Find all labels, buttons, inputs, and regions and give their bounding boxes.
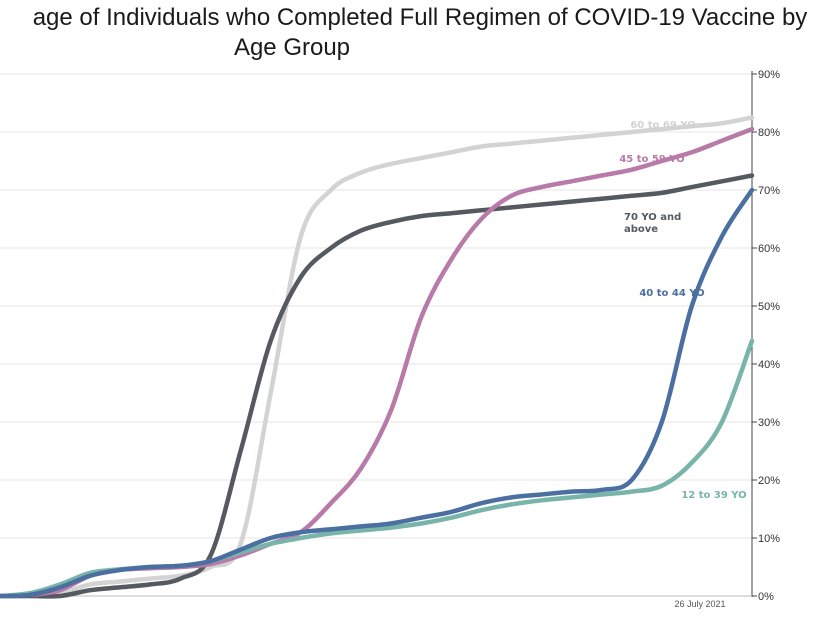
y-tick-label: 70% xyxy=(758,185,780,197)
y-tick-label: 50% xyxy=(758,301,780,313)
y-tick-label: 0% xyxy=(758,591,774,603)
series-line-40-to-44-yo xyxy=(0,187,755,599)
series-label-40-to-44-yo: 40 to 44 YO xyxy=(639,288,704,299)
y-tick-label: 20% xyxy=(758,475,780,487)
y-axis-ticks: 0% 10% 20% 30% 40% 50% 60% 70% 80% 90% xyxy=(752,69,780,603)
chart-title-line-1: age of Individuals who Completed Full Re… xyxy=(33,4,808,31)
series-label-70-yo-and-above: 70 YO and above xyxy=(624,212,681,235)
series-label-60-to-69-yo: 60 to 69 YO xyxy=(630,120,695,131)
series-line-70-yo-and-above xyxy=(0,173,755,599)
date-label: 26 July 2021 xyxy=(674,599,725,609)
series-labels: 60 to 69 YO 45 to 59 YO 70 YO and above 40 t… xyxy=(619,120,746,501)
series-line-60-to-69-yo xyxy=(0,115,755,599)
series-label-45-to-59-yo: 45 to 59 YO xyxy=(619,154,684,165)
y-tick-label: 80% xyxy=(758,127,780,139)
chart-title: age of Individuals who Completed Full Re… xyxy=(33,4,808,61)
y-tick-label: 90% xyxy=(758,69,780,81)
y-tick-label: 40% xyxy=(758,359,780,371)
grid-lines xyxy=(0,73,752,539)
y-tick-label: 60% xyxy=(758,243,780,255)
series-lines xyxy=(0,115,755,599)
y-tick-label: 10% xyxy=(758,533,780,545)
y-tick-label: 30% xyxy=(758,417,780,429)
series-label-12-to-39-yo: 12 to 39 YO xyxy=(681,490,746,501)
chart-title-line-2: Age Group xyxy=(234,34,350,61)
